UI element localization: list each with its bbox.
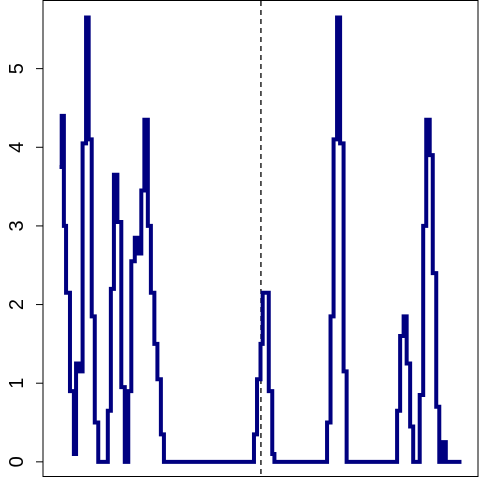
plot-frame xyxy=(42,0,479,477)
series-layer xyxy=(59,15,462,464)
y-axis: 0 1 2 3 4 5 xyxy=(6,63,43,467)
y-tick-label-3: 3 xyxy=(6,220,28,231)
y-tick-label-1: 1 xyxy=(6,378,28,389)
y-tick-label-5: 5 xyxy=(6,63,28,74)
y-tick-label-4: 4 xyxy=(6,142,28,153)
series-line-0 xyxy=(59,15,462,464)
y-tick-label-0: 0 xyxy=(6,456,28,467)
y-tick-label-2: 2 xyxy=(6,299,28,310)
